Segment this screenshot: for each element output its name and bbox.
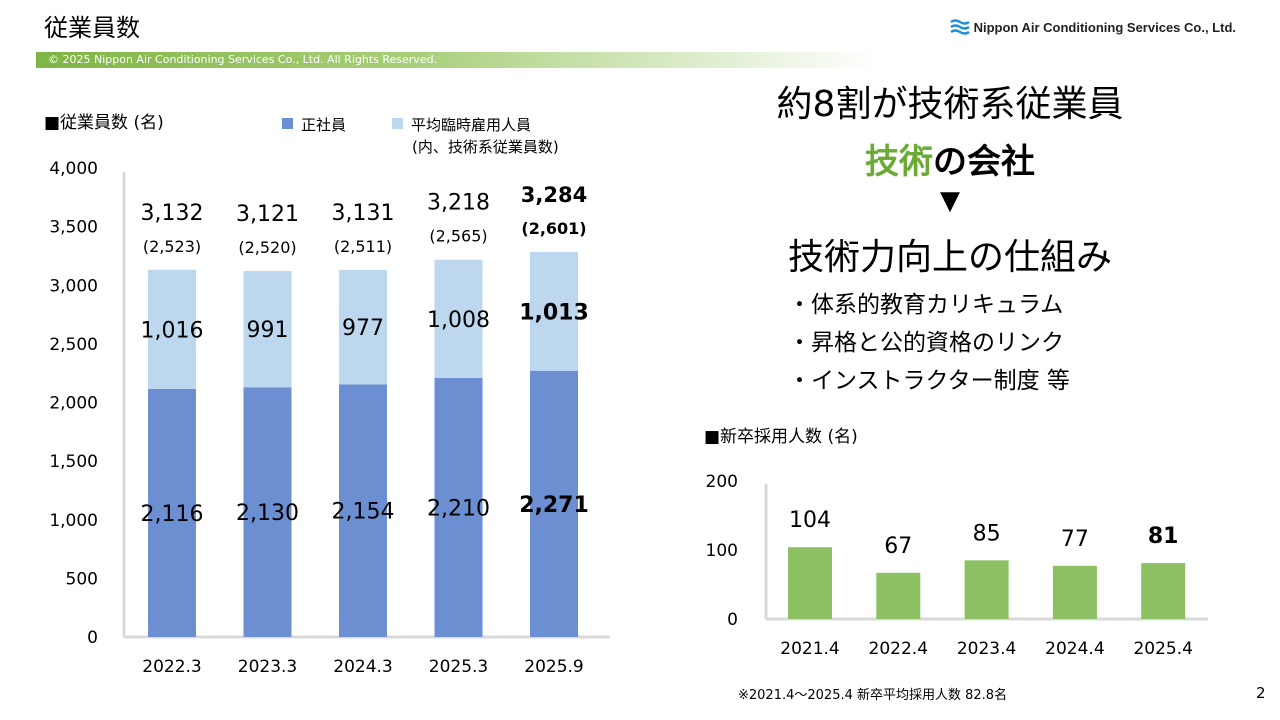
y-tick-label: 0 — [727, 610, 738, 630]
data-label-total: 3,218 — [427, 191, 490, 216]
y-tick-label: 1,000 — [49, 511, 98, 531]
y-tick-label: 3,500 — [49, 218, 98, 238]
legend-note-text: (内、技術系従業員数) — [412, 138, 559, 156]
employee-chart: 0 500 1,000 1,500 2,000 2,500 3,000 3,500 4,000 2… — [49, 159, 610, 677]
legend-note: (内、技術系従業員数) — [412, 136, 559, 157]
data-label-technical: (2,523) — [143, 237, 201, 256]
bar-regular — [339, 384, 387, 637]
y-tick-label: 100 — [706, 541, 738, 561]
headline-technical-company: 技術の会社 — [700, 134, 1200, 183]
data-label-graduates: 104 — [789, 508, 831, 533]
x-tick-label: 2024.3 — [333, 657, 392, 677]
bullet-item: ・インストラクター制度 等 — [788, 368, 1070, 394]
legend-swatch-regular — [282, 118, 293, 129]
data-label-total: 3,131 — [332, 201, 395, 226]
legend-item-regular: 正社員 — [282, 114, 346, 135]
data-label-regular: 2,154 — [332, 500, 395, 525]
headline-company-rest: の会社 — [933, 142, 1035, 182]
legend-label-temporary: 平均臨時雇用人員 — [411, 116, 532, 134]
data-label-regular: 2,210 — [427, 496, 490, 521]
footnote: ※2021.4～2025.4 新卒平均採用人数 82.8名 — [738, 688, 1008, 703]
bar-temporary — [339, 269, 387, 385]
data-label-regular: 2,130 — [236, 501, 299, 526]
x-tick-label: 2023.4 — [957, 639, 1016, 659]
bar-regular — [243, 387, 292, 637]
bar-regular — [148, 388, 196, 637]
bar-temporary — [243, 271, 292, 388]
page-number: 2 — [1256, 684, 1266, 702]
legend-label-regular: 正社員 — [301, 116, 347, 134]
y-tick-label: 500 — [66, 569, 98, 589]
bar-graduates — [1141, 563, 1186, 619]
data-label-temporary: 1,008 — [427, 308, 490, 333]
highlight-technical: 技術 — [865, 142, 933, 182]
employee-chart-title: ■従業員数 (名) — [44, 113, 164, 133]
y-tick-label: 1,500 — [49, 452, 98, 472]
y-tick-label: 2,500 — [49, 335, 98, 355]
bullet-item: ・昇格と公的資格のリンク — [788, 330, 1064, 356]
copyright-text: © 2025 Nippon Air Conditioning Services … — [48, 53, 438, 66]
data-label-graduates: 77 — [1061, 527, 1089, 552]
data-label-graduates: 67 — [884, 534, 912, 559]
bullet-item: ・体系的教育カリキュラム — [788, 292, 1064, 318]
graduates-chart-title: ■新卒採用人数 (名) — [704, 427, 858, 447]
data-label-temporary: 977 — [342, 316, 384, 341]
down-triangle-icon: ▼ — [940, 186, 960, 216]
y-tick-label: 0 — [87, 628, 98, 648]
y-tick-label: 200 — [706, 472, 738, 492]
copyright-bar — [36, 52, 876, 68]
bar-temporary — [434, 259, 483, 378]
bar-graduates — [964, 560, 1009, 619]
y-tick-label: 4,000 — [49, 159, 98, 179]
company-logo: Nippon Air Conditioning Services Co., Lt… — [949, 18, 1236, 36]
data-label-graduates: 81 — [1148, 524, 1179, 549]
wave-logo-icon — [949, 19, 970, 35]
x-tick-label: 2023.3 — [238, 657, 297, 677]
bar-graduates — [876, 572, 921, 619]
x-tick-label: 2021.4 — [780, 639, 839, 659]
x-tick-label: 2025.9 — [524, 657, 583, 677]
data-label-regular: 2,116 — [141, 502, 204, 527]
bar-temporary — [530, 251, 578, 371]
data-label-technical: (2,565) — [429, 227, 487, 246]
graduates-chart: 0 100 200 104 2021.4 67 2022.4 85 2023.4 77 2024.4… — [706, 472, 1208, 659]
data-label-technical: (2,520) — [238, 238, 296, 257]
headline-skill-system: 技術力向上の仕組み — [787, 237, 1112, 278]
legend-swatch-temporary — [392, 118, 403, 129]
data-label-regular: 2,271 — [519, 493, 589, 518]
x-tick-label: 2024.4 — [1045, 639, 1104, 659]
data-label-technical: (2,511) — [334, 237, 392, 256]
bar-regular — [434, 377, 483, 637]
data-label-total: 3,284 — [521, 183, 587, 207]
data-label-total: 3,121 — [236, 202, 299, 227]
x-tick-label: 2025.4 — [1133, 639, 1192, 659]
data-label-technical: (2,601) — [521, 219, 586, 238]
legend-item-temporary: 平均臨時雇用人員 — [392, 114, 531, 135]
x-tick-label: 2022.3 — [142, 657, 201, 677]
bar-graduates — [788, 547, 832, 619]
bullet-list: ・体系的教育カリキュラム ・昇格と公的資格のリンク ・インストラクター制度 等 — [788, 286, 1070, 400]
headline-technical-ratio: 約8割が技術系従業員 — [776, 84, 1124, 125]
data-label-temporary: 1,013 — [519, 300, 589, 325]
x-tick-label: 2022.4 — [869, 639, 928, 659]
data-label-temporary: 1,016 — [141, 318, 204, 343]
data-label-graduates: 85 — [973, 521, 1001, 546]
logo-text: Nippon Air Conditioning Services Co., Lt… — [973, 19, 1236, 35]
bar-graduates — [1052, 565, 1097, 619]
data-label-total: 3,132 — [141, 201, 204, 226]
y-tick-label: 2,000 — [49, 394, 98, 414]
x-tick-label: 2025.3 — [429, 657, 488, 677]
data-label-temporary: 991 — [247, 318, 289, 343]
bar-regular — [530, 370, 578, 637]
bar-temporary — [148, 269, 196, 389]
page-title: 従業員数 — [44, 14, 140, 42]
y-tick-label: 3,000 — [49, 276, 98, 296]
